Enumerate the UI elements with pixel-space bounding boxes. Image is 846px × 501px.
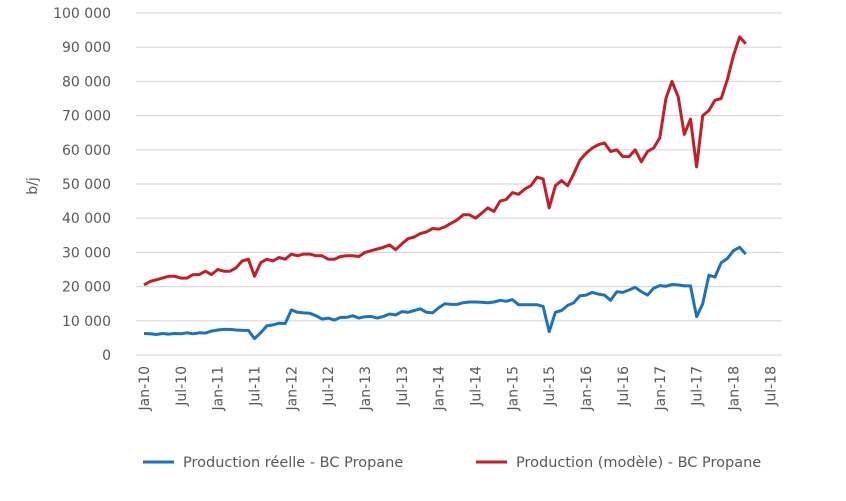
- y-tick-label: 70 000: [62, 109, 111, 125]
- x-tick-label: Jan-11: [211, 366, 227, 411]
- y-tick-label: 80 000: [62, 74, 111, 90]
- y-tick-label: 0: [102, 348, 111, 364]
- x-tick-label: Jul-13: [395, 366, 411, 407]
- legend-label-model: Production (modèle) - BC Propane: [516, 455, 761, 471]
- x-tick-label: Jan-15: [505, 366, 521, 411]
- series-line-model: [143, 35, 747, 287]
- x-tick-label: Jan-17: [653, 366, 669, 411]
- y-tick-label: 10 000: [62, 314, 111, 330]
- y-tick-label: 50 000: [62, 177, 111, 193]
- x-tick-label: Jan-14: [432, 366, 448, 412]
- series-line-actual: [143, 245, 747, 341]
- x-tick-label: Jan-18: [726, 366, 742, 411]
- x-tick-label: Jul-10: [174, 366, 190, 407]
- x-tick-label: Jul-17: [690, 366, 706, 407]
- x-tick-label: Jan-10: [137, 366, 153, 411]
- series-lines: [143, 35, 747, 341]
- y-axis-label: b/j: [25, 177, 41, 195]
- x-tick-label: Jul-11: [248, 366, 264, 407]
- y-tick-label: 20 000: [62, 280, 111, 296]
- x-tick-label: Jan-13: [358, 366, 374, 411]
- y-axis-ticks: 0 10 000 20 000 30 000 40 000 50 000 60 000 70 …: [53, 6, 111, 364]
- x-axis-ticks: Jan-10 Jul-10 Jan-11 Jul-11 Jan-12 Jul-12 Jan-…: [137, 366, 779, 412]
- x-tick-label: Jan-12: [284, 366, 300, 411]
- legend: Production réelle - BC Propane Productio…: [143, 455, 761, 471]
- y-tick-label: 30 000: [62, 245, 111, 261]
- x-tick-label: Jul-15: [542, 366, 558, 407]
- legend-label-actual: Production réelle - BC Propane: [183, 455, 403, 471]
- x-tick-label: Jan-16: [579, 366, 595, 412]
- y-tick-label: 60 000: [62, 143, 111, 159]
- x-tick-label: Jul-12: [321, 366, 337, 407]
- y-tick-label: 90 000: [62, 40, 111, 56]
- y-tick-label: 40 000: [62, 211, 111, 227]
- x-tick-label: Jul-14: [469, 366, 485, 407]
- x-tick-label: Jul-16: [616, 366, 632, 407]
- x-tick-label: Jul-18: [763, 366, 779, 407]
- y-tick-label: 100 000: [53, 6, 111, 22]
